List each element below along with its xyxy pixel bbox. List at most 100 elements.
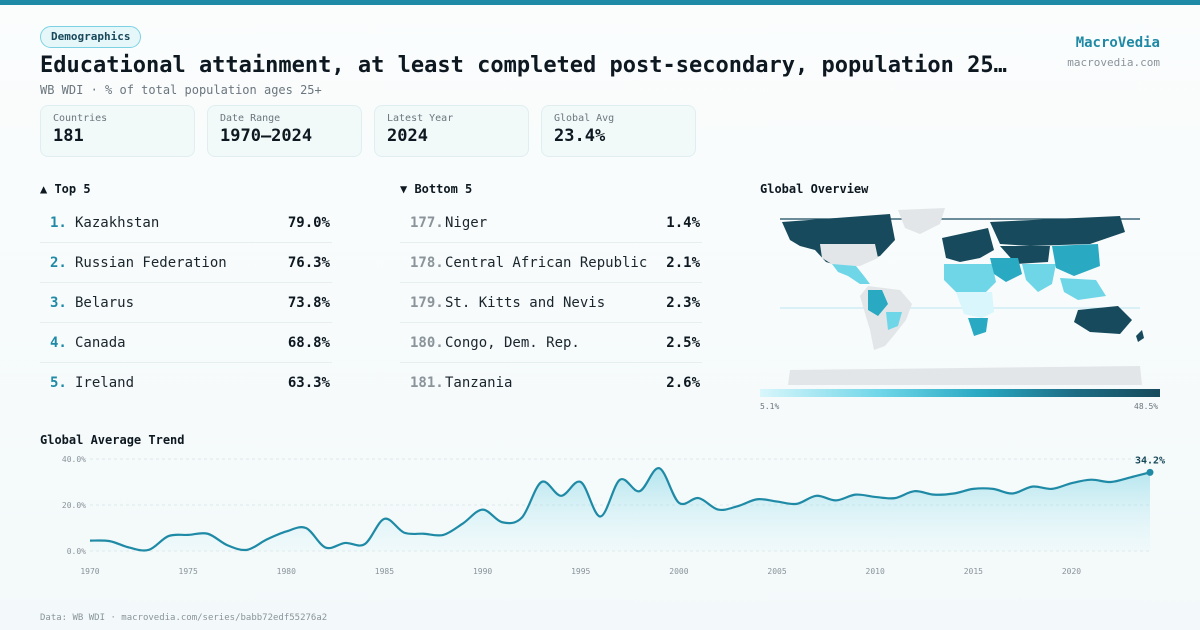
brand-url[interactable]: macrovedia.com bbox=[1067, 56, 1160, 69]
data-point[interactable] bbox=[1109, 481, 1112, 484]
bottom5-heading: ▼ Bottom 5 bbox=[400, 182, 473, 196]
data-point[interactable] bbox=[403, 531, 406, 534]
data-point[interactable] bbox=[717, 508, 720, 511]
stat-card-latest-year: Latest Year 2024 bbox=[374, 105, 529, 157]
region-andes[interactable] bbox=[868, 290, 888, 316]
data-point[interactable] bbox=[658, 467, 661, 470]
data-point[interactable] bbox=[540, 481, 543, 484]
data-point[interactable] bbox=[560, 494, 563, 497]
region-middle-east[interactable] bbox=[990, 258, 1022, 282]
brand-logo[interactable]: MacroVedia bbox=[1075, 35, 1160, 51]
data-point[interactable] bbox=[599, 515, 602, 518]
data-point[interactable] bbox=[1070, 482, 1073, 485]
region-south-asia[interactable] bbox=[1022, 264, 1056, 292]
region-africa-central[interactable] bbox=[956, 292, 994, 318]
list-item[interactable]: 177. Niger 1.4% bbox=[400, 203, 702, 243]
data-point[interactable] bbox=[638, 490, 641, 493]
top5-heading: ▲ Top 5 bbox=[40, 182, 91, 196]
data-point[interactable] bbox=[834, 499, 837, 502]
data-point[interactable] bbox=[1050, 487, 1053, 490]
data-point[interactable] bbox=[1031, 485, 1034, 488]
data-point[interactable] bbox=[304, 527, 307, 530]
region-africa-south[interactable] bbox=[968, 318, 988, 336]
data-point[interactable] bbox=[854, 493, 857, 496]
list-item[interactable]: 180. Congo, Dem. Rep. 2.5% bbox=[400, 323, 702, 363]
data-point[interactable] bbox=[736, 505, 739, 508]
data-point[interactable] bbox=[756, 498, 759, 501]
region-east-asia[interactable] bbox=[1052, 244, 1100, 276]
data-point[interactable] bbox=[461, 522, 464, 525]
x-tick-label: 1990 bbox=[473, 567, 492, 576]
data-point[interactable] bbox=[128, 546, 131, 549]
data-point[interactable] bbox=[147, 548, 150, 551]
region-central-america[interactable] bbox=[832, 264, 870, 284]
data-point[interactable] bbox=[913, 490, 916, 493]
data-point[interactable] bbox=[226, 544, 229, 547]
country-name: Ireland bbox=[75, 375, 135, 391]
list-item[interactable]: 4. Canada 68.8% bbox=[40, 323, 332, 363]
data-point[interactable] bbox=[677, 501, 680, 504]
list-item[interactable]: 1. Kazakhstan 79.0% bbox=[40, 203, 332, 243]
region-africa-north[interactable] bbox=[944, 264, 996, 292]
category-badge[interactable]: Demographics bbox=[40, 26, 142, 48]
list-item[interactable]: 181. Tanzania 2.6% bbox=[400, 363, 702, 403]
list-item[interactable]: 3. Belarus 73.8% bbox=[40, 283, 332, 323]
data-point[interactable] bbox=[481, 508, 484, 511]
region-russia[interactable] bbox=[990, 216, 1125, 246]
data-point[interactable] bbox=[108, 540, 111, 543]
data-point[interactable] bbox=[697, 497, 700, 500]
data-point[interactable] bbox=[1129, 476, 1132, 479]
region-southeast-asia[interactable] bbox=[1060, 278, 1106, 300]
data-point[interactable] bbox=[972, 487, 975, 490]
data-point[interactable] bbox=[893, 497, 896, 500]
data-point[interactable] bbox=[1011, 492, 1014, 495]
trend-area bbox=[90, 468, 1150, 551]
region-greenland[interactable] bbox=[898, 208, 945, 234]
region-usa-lower[interactable] bbox=[820, 244, 878, 266]
map-heading: Global Overview bbox=[760, 182, 869, 196]
data-point[interactable] bbox=[795, 502, 798, 505]
country-value: 1.4% bbox=[666, 214, 700, 231]
data-point[interactable] bbox=[206, 532, 209, 535]
data-point[interactable] bbox=[815, 494, 818, 497]
region-australia[interactable] bbox=[1074, 306, 1132, 334]
data-point[interactable] bbox=[285, 530, 288, 533]
data-point[interactable] bbox=[874, 495, 877, 498]
data-point[interactable] bbox=[89, 539, 92, 542]
data-point[interactable] bbox=[324, 546, 327, 549]
data-point[interactable] bbox=[1090, 478, 1093, 481]
data-point[interactable] bbox=[246, 548, 249, 551]
data-point[interactable] bbox=[422, 532, 425, 535]
data-point[interactable] bbox=[383, 517, 386, 520]
latest-point[interactable] bbox=[1146, 468, 1154, 476]
data-point[interactable] bbox=[265, 538, 268, 541]
data-point[interactable] bbox=[344, 541, 347, 544]
data-point[interactable] bbox=[776, 500, 779, 503]
data-point[interactable] bbox=[579, 481, 582, 484]
list-item[interactable]: 2. Russian Federation 76.3% bbox=[40, 243, 332, 283]
trend-chart[interactable]: 0.0% 20.0% 40.0% 1970 1975 1980 1985 1990 1995 20… bbox=[40, 452, 1170, 582]
world-map[interactable] bbox=[760, 200, 1160, 385]
data-point[interactable] bbox=[442, 533, 445, 536]
data-point[interactable] bbox=[952, 492, 955, 495]
data-point[interactable] bbox=[520, 516, 523, 519]
country-value: 2.5% bbox=[666, 334, 700, 351]
data-point[interactable] bbox=[933, 493, 936, 496]
region-southern-cone[interactable] bbox=[886, 312, 902, 330]
x-tick-label: 1970 bbox=[80, 567, 99, 576]
region-new-zealand[interactable] bbox=[1136, 330, 1144, 342]
region-antarctica[interactable] bbox=[788, 366, 1142, 385]
region-europe[interactable] bbox=[942, 228, 994, 262]
data-point[interactable] bbox=[619, 478, 622, 481]
data-point[interactable] bbox=[167, 535, 170, 538]
data-point[interactable] bbox=[187, 533, 190, 536]
country-name: Belarus bbox=[75, 294, 135, 311]
data-point[interactable] bbox=[991, 487, 994, 490]
list-item[interactable]: 5. Ireland 63.3% bbox=[40, 363, 332, 403]
list-item[interactable]: 178. Central African Republic 2.1% bbox=[400, 243, 702, 283]
data-point[interactable] bbox=[363, 543, 366, 546]
list-item[interactable]: 179. St. Kitts and Nevis 2.3% bbox=[400, 283, 702, 323]
x-tick-label: 2020 bbox=[1062, 567, 1081, 576]
region-south-america[interactable] bbox=[860, 286, 912, 350]
data-point[interactable] bbox=[501, 521, 504, 524]
